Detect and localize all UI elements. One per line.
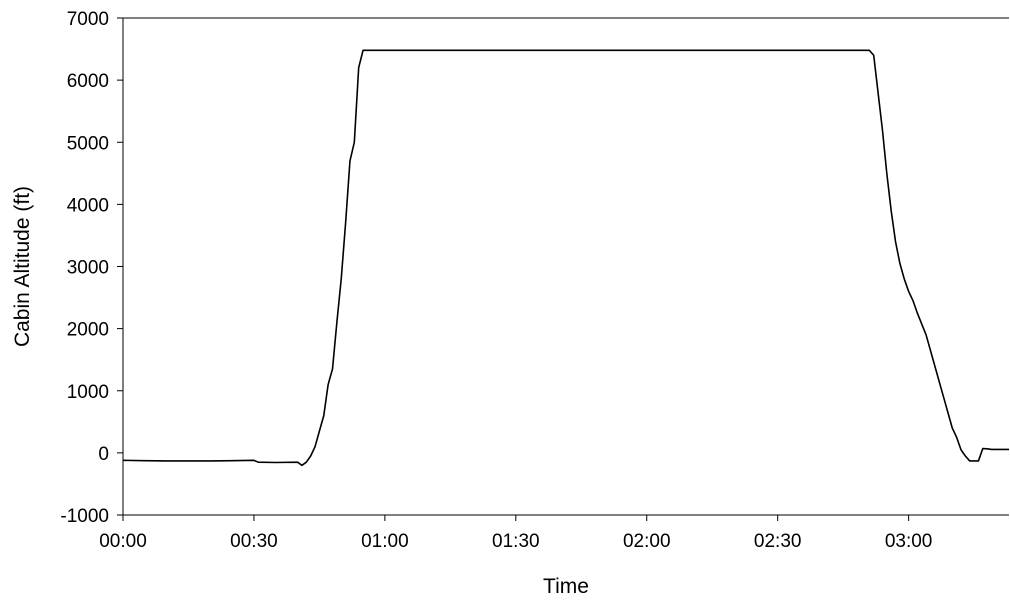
x-tick-label: 02:30 xyxy=(754,531,802,552)
y-tick-label: 3000 xyxy=(67,258,109,279)
y-tick-label: 0 xyxy=(98,444,109,465)
x-axis-tick-marks xyxy=(122,515,910,521)
x-tick-label: 00:30 xyxy=(230,531,278,552)
y-tick-label: 6000 xyxy=(67,71,109,92)
x-tick-label: 02:00 xyxy=(623,531,671,552)
y-tick-label: 5000 xyxy=(67,133,109,154)
y-tick-label: 2000 xyxy=(67,320,109,341)
x-axis-label: Time xyxy=(543,575,589,598)
y-tick-label: 1000 xyxy=(67,382,109,403)
x-tick-label: 03:00 xyxy=(885,531,933,552)
y-tick-label: 7000 xyxy=(67,9,109,30)
y-axis-label: Cabin Altitude (ft) xyxy=(11,186,34,347)
x-tick-label: 00:00 xyxy=(99,531,147,552)
y-tick-label: -1000 xyxy=(60,506,109,527)
y-axis-tick-labels: -1000 0 1000 2000 3000 4000 5000 6000 7000 xyxy=(60,9,109,527)
x-tick-label: 01:30 xyxy=(492,531,540,552)
y-axis-tick-marks xyxy=(117,17,123,516)
y-tick-label: 4000 xyxy=(67,195,109,216)
x-axis-tick-labels: 00:00 00:30 01:00 01:30 02:00 02:30 03:00 xyxy=(99,531,932,552)
x-tick-label: 01:00 xyxy=(361,531,409,552)
cabin-altitude-series-line xyxy=(122,49,1009,467)
